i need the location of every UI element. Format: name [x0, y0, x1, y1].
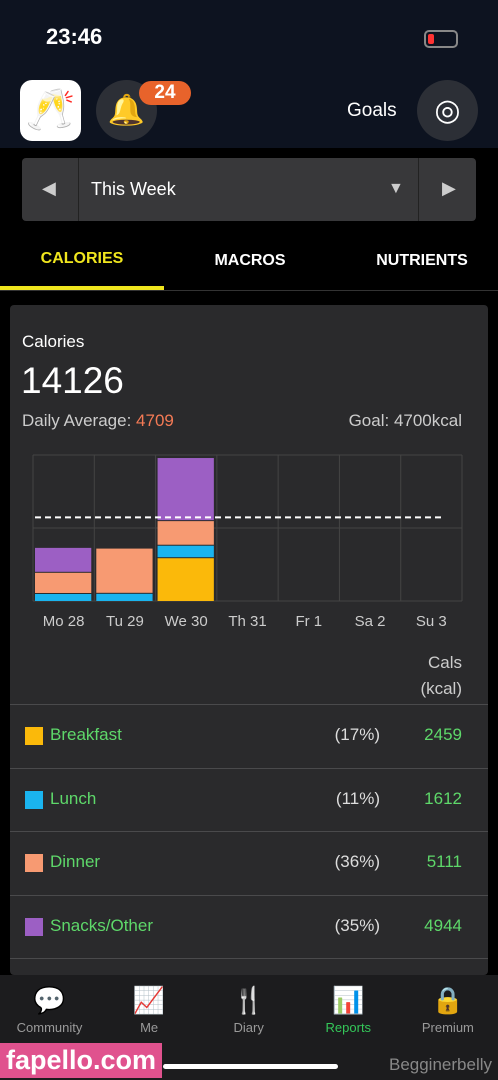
tab[interactable]: MACROS [214, 252, 286, 269]
meal-name[interactable]: Dinner [50, 852, 101, 871]
x-tick-label: Mo 28 [43, 613, 85, 630]
meal-value: 2459 [424, 725, 462, 744]
row-line [10, 894, 488, 896]
nav-item[interactable]: 💬 [33, 985, 66, 1015]
nav-label[interactable]: Premium [421, 1020, 474, 1035]
meal-value: 5111 [426, 852, 462, 871]
bar-segment [96, 593, 153, 601]
row-line [10, 831, 488, 832]
meal-name[interactable]: Snacks/Other [50, 915, 153, 935]
tab-indicator [0, 286, 164, 290]
row-line [10, 767, 488, 769]
nav-item[interactable]: 🔒 [431, 985, 465, 1015]
total: 14126 [21, 360, 124, 401]
nav-item[interactable]: 📈 [132, 985, 166, 1015]
legend-swatch [25, 790, 43, 809]
goal: Goal: 4700kcal [349, 411, 462, 431]
meal-value: 4944 [424, 915, 462, 935]
header-bg [0, 0, 498, 148]
nav-label[interactable]: Diary [233, 1020, 264, 1035]
row-line [10, 958, 488, 959]
meal-percent: (17%) [334, 725, 380, 744]
nav-label[interactable]: Reports [325, 1020, 372, 1035]
battery [424, 30, 458, 48]
meal-name[interactable]: Lunch [50, 788, 97, 808]
bar-segment [35, 547, 92, 572]
daily-average: Daily Average: 4709 [22, 411, 174, 431]
x-tick-label: Tu 29 [106, 613, 144, 630]
card [10, 305, 488, 975]
period-label: This Week [91, 179, 176, 199]
x-tick-label: Th 31 [228, 613, 266, 630]
meal-percent: (35%) [334, 915, 380, 935]
goals-label[interactable]: Goals [347, 100, 397, 121]
watermark: fapello.com [0, 1043, 163, 1078]
meal-name[interactable]: Breakfast [50, 725, 122, 744]
text: (kcal) [420, 679, 462, 698]
tab[interactable]: CALORIES [40, 250, 124, 267]
legend-swatch [25, 854, 43, 872]
x-tick-label: Sa 2 [355, 613, 386, 630]
meal-percent: (36%) [334, 852, 380, 871]
bar-segment [35, 593, 92, 601]
legend-swatch [25, 727, 43, 745]
unit: kcal [431, 411, 462, 430]
bar-segment [157, 545, 214, 558]
text: Cals [427, 653, 462, 672]
x-tick-label: We 30 [165, 613, 208, 630]
chart: Mo 28 Tu 29 We 30 Th 31 Fr 1 Sa 2 Su 3 [32, 454, 463, 630]
col-header: Cals (kcal) [420, 650, 462, 702]
time: 23:46 [46, 24, 103, 49]
nav-item[interactable]: 📊 [332, 985, 365, 1015]
bar-segment [157, 558, 214, 601]
x-tick-label: Su 3 [416, 613, 447, 630]
bar-segment [157, 521, 214, 545]
row-line [10, 704, 488, 705]
value: 4700 [393, 411, 432, 430]
bar-segment [35, 572, 92, 593]
divider [0, 290, 498, 291]
meal-value: 1612 [424, 788, 462, 808]
nav-label[interactable]: Community [16, 1020, 83, 1035]
goals-button[interactable]: ◎ [417, 80, 478, 141]
x-tick-label: Fr 1 [295, 613, 322, 630]
tab[interactable]: NUTRIENTS [376, 252, 468, 269]
home-indicator [163, 1064, 338, 1069]
bar-segment [96, 548, 153, 593]
app-logo[interactable]: 🥂 [20, 80, 81, 141]
label: Goal: [348, 411, 394, 430]
period-selector[interactable]: ◀ ▶ ▼ This Week [22, 158, 476, 221]
notification-badge: 24 [139, 81, 191, 105]
value: 4709 [136, 411, 174, 430]
legend-swatch [25, 917, 43, 936]
watermark: Begginerbelly [388, 1055, 492, 1074]
label: Daily Average: [22, 411, 137, 430]
bar-segment [157, 458, 214, 521]
card-title: Calories [22, 332, 85, 351]
nav-label[interactable]: Me [140, 1020, 159, 1035]
meal-percent: (11%) [335, 788, 380, 808]
nav-item[interactable]: 🍴 [232, 985, 265, 1015]
